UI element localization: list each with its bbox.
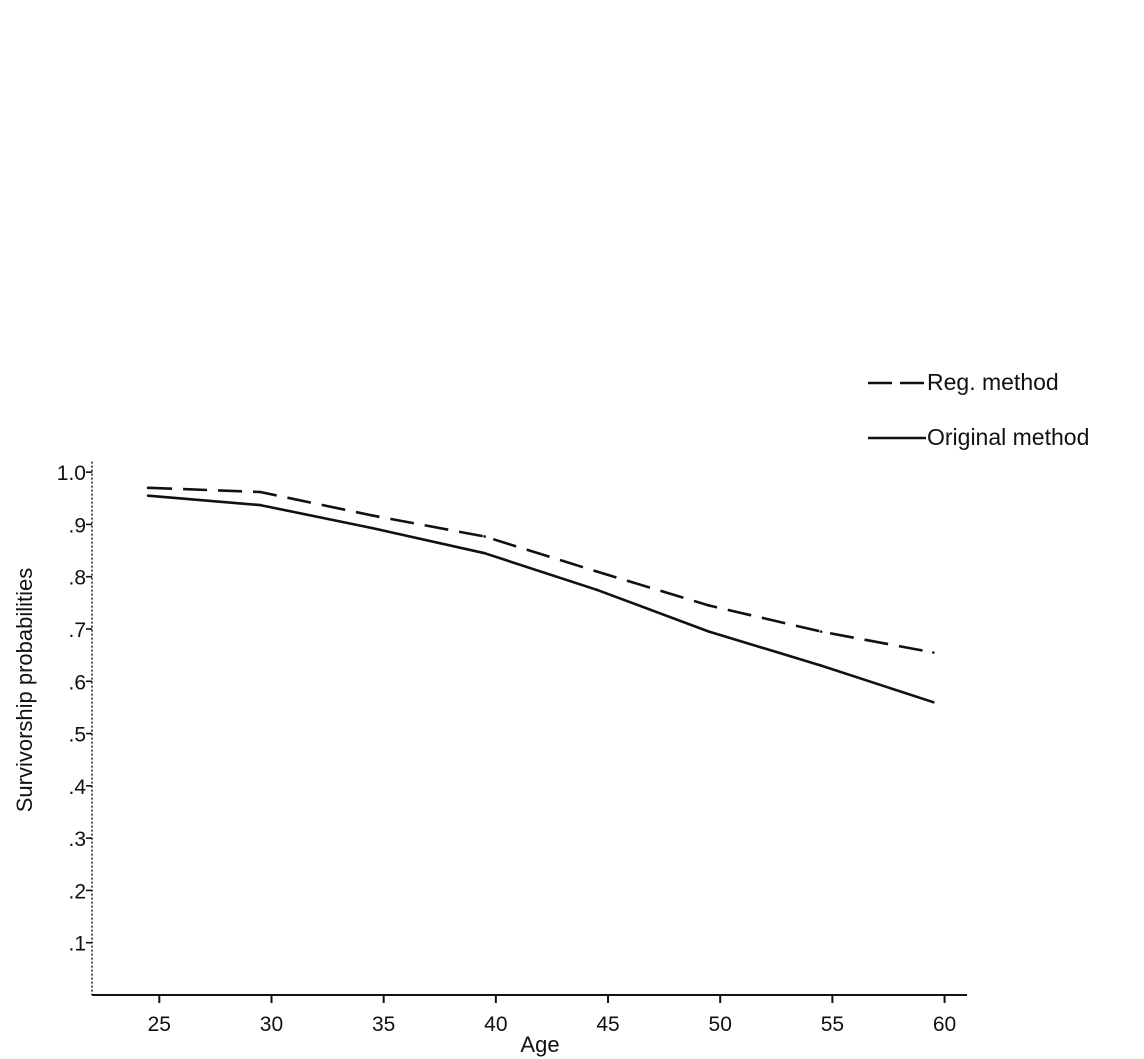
data-point: [371, 526, 374, 530]
x-tick-label: 25: [148, 1013, 171, 1036]
data-point: [707, 604, 711, 607]
x-tick-label: 45: [596, 1013, 619, 1036]
x-axis-ticks: 25 30 35 40 45 50 55 60: [148, 995, 956, 1036]
y-tick-label: .9: [68, 514, 86, 537]
y-tick-label: 1.0: [57, 462, 86, 485]
data-point: [595, 570, 599, 573]
x-tick-label: 50: [709, 1013, 732, 1036]
data-point: [819, 630, 823, 633]
y-tick-label: .3: [68, 828, 86, 851]
data-point: [146, 494, 150, 497]
y-tick-label: .1: [68, 933, 86, 956]
series-layer: [146, 486, 935, 704]
legend: Reg. method Original method: [868, 369, 1089, 450]
y-axis-ticks: 1.0 .9 .8 .7 .6 .5 .4 .3 .2 .1: [57, 462, 92, 956]
x-tick-label: 35: [372, 1013, 395, 1036]
y-tick-label: .7: [68, 619, 86, 642]
x-axis-title: Age: [520, 1032, 559, 1057]
y-tick-label: .4: [68, 776, 86, 799]
x-tick-label: 30: [260, 1013, 283, 1036]
data-point: [146, 486, 150, 490]
y-axis-title: Survivorship probabilities: [12, 568, 37, 813]
data-point: [932, 700, 935, 704]
data-point: [258, 503, 262, 507]
legend-label: Original method: [927, 424, 1089, 450]
series-line-original-method: [147, 494, 934, 704]
data-point: [483, 535, 486, 538]
data-point: [819, 664, 823, 667]
y-tick-label: .8: [68, 567, 86, 590]
series-line-reg-method: [148, 486, 934, 654]
legend-label: Reg. method: [927, 369, 1059, 395]
data-point: [371, 514, 374, 517]
x-tick-label: 55: [821, 1013, 844, 1036]
data-point: [483, 551, 486, 555]
x-tick-label: 40: [484, 1013, 507, 1036]
axes: [91, 461, 967, 996]
data-point: [258, 490, 262, 494]
y-tick-label: .5: [68, 724, 86, 747]
data-point: [595, 588, 599, 592]
data-point: [707, 630, 711, 633]
y-tick-label: .6: [68, 671, 86, 694]
y-tick-label: .2: [68, 880, 86, 903]
x-tick-label: 60: [933, 1013, 956, 1036]
data-point: [932, 651, 935, 654]
